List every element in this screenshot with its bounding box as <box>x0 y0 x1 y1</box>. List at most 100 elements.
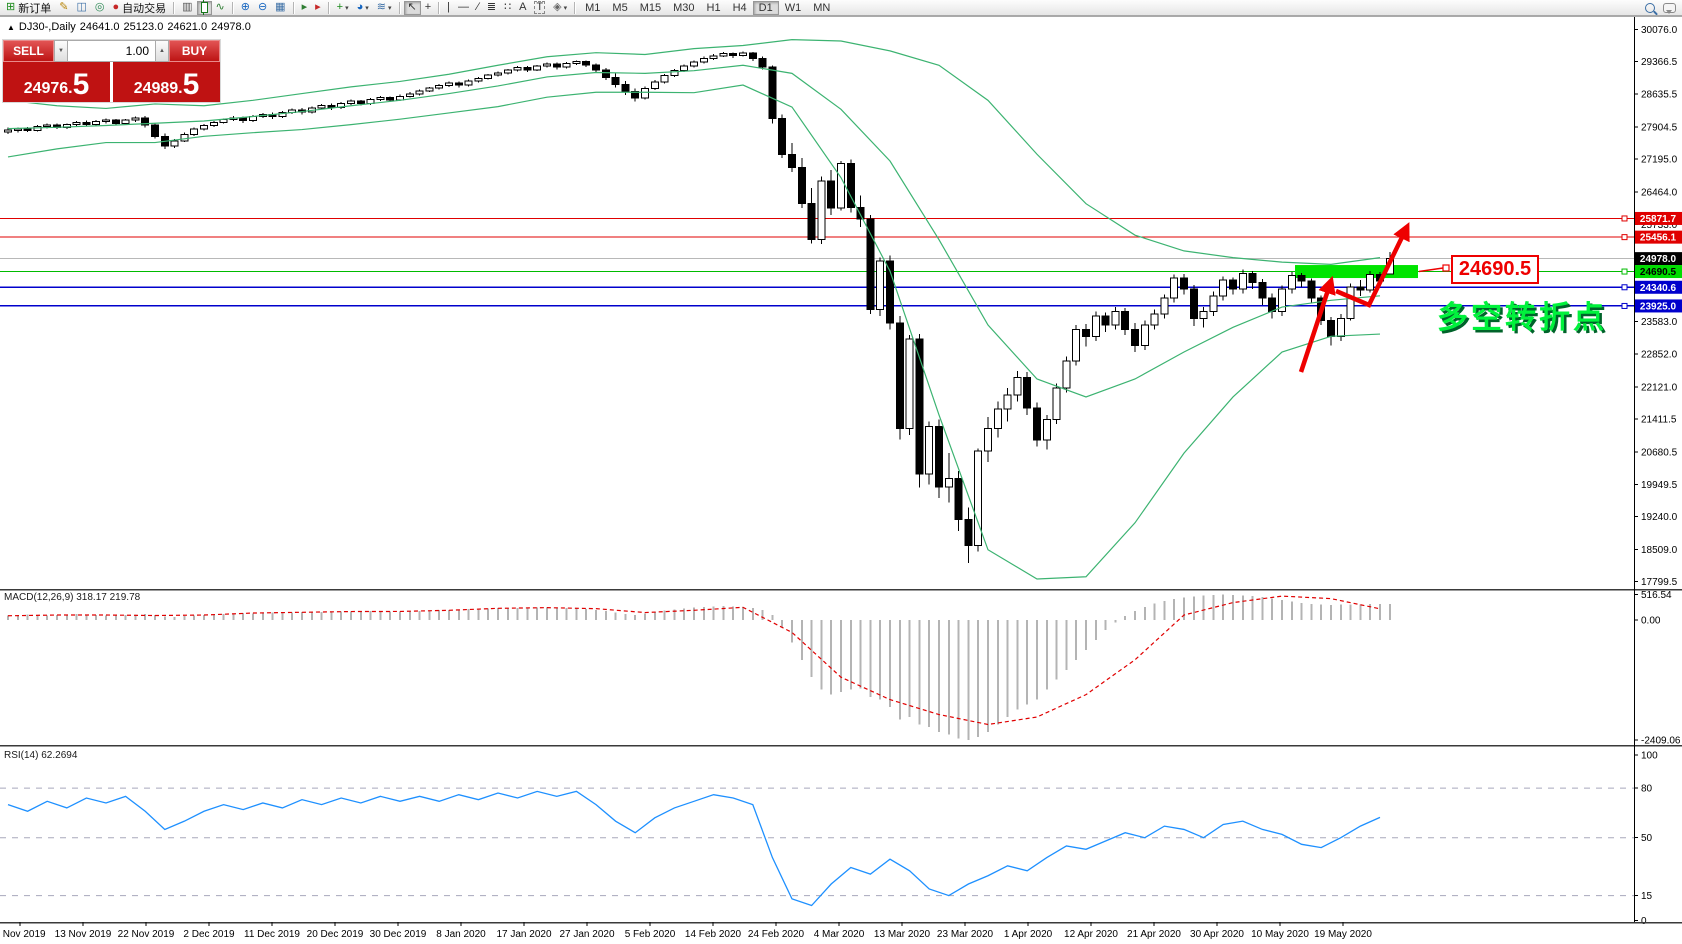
horizontal-line-button[interactable]: — <box>454 1 473 15</box>
date-label[interactable]: 19 May 2020 <box>1314 929 1372 940</box>
line-handle[interactable] <box>1621 268 1628 275</box>
zoom-in-button[interactable]: ⊕ <box>237 1 254 15</box>
date-label[interactable]: 20 Dec 2019 <box>307 929 364 940</box>
periods-button[interactable]: ◕ ▾ <box>353 1 373 15</box>
fibonacci-button[interactable]: ≣ <box>483 1 500 15</box>
date-label[interactable]: 24 Feb 2020 <box>748 929 805 940</box>
crosshair-button[interactable]: + <box>421 1 435 15</box>
candlestick-chart-button[interactable] <box>196 0 212 15</box>
highlight-zone[interactable] <box>1295 265 1418 279</box>
collapse-icon[interactable]: ▲ <box>7 23 15 32</box>
date-label[interactable]: 21 Apr 2020 <box>1127 929 1181 940</box>
candle-body <box>484 74 493 79</box>
fibonacci-fan-button[interactable]: ∷ <box>500 1 515 15</box>
highlighter-button[interactable]: ✎ <box>55 1 72 15</box>
timeframe-mn-button-label: MN <box>813 1 831 14</box>
price-tick-label: 18509.0 <box>1641 545 1678 556</box>
vertical-line-button[interactable]: | <box>443 1 454 15</box>
timeframe-m30-button[interactable]: M30 <box>667 1 700 15</box>
line-handle[interactable] <box>1621 234 1628 241</box>
chat-button[interactable] <box>1659 1 1680 15</box>
buy-price-main: 24989. <box>133 80 183 97</box>
ohlc-close: 24978.0 <box>211 21 251 33</box>
turning-point-annotation[interactable]: 多空转折点 <box>1437 300 1607 335</box>
shapes-button[interactable]: ◈ ▾ <box>549 1 571 15</box>
auto-scroll-button[interactable]: ▸ <box>298 1 312 15</box>
candle-body <box>748 52 757 60</box>
timeframe-m5-button[interactable]: M5 <box>606 1 633 15</box>
date-label[interactable]: 1 Apr 2020 <box>1004 929 1053 940</box>
date-label[interactable]: 23 Mar 2020 <box>937 929 994 940</box>
buy-price[interactable]: 24989. 5 <box>113 62 220 102</box>
date-label[interactable]: 8 Jan 2020 <box>436 929 486 940</box>
timeframe-h1-button[interactable]: H1 <box>701 1 727 15</box>
line-handle[interactable] <box>1621 284 1628 291</box>
candle-body <box>1307 280 1316 299</box>
cursor-button[interactable]: ↖ <box>403 0 421 15</box>
timeframe-mn-button[interactable]: MN <box>807 1 836 15</box>
autotrade-button[interactable]: ● 自动交易 <box>108 1 170 15</box>
indicators-button[interactable]: + ▾ <box>333 1 353 15</box>
date-label[interactable]: 2 Dec 2019 <box>183 929 235 940</box>
new-order-button[interactable]: ⊞ 新订单 <box>2 1 55 15</box>
date-label[interactable]: 17 Jan 2020 <box>496 929 551 940</box>
text-icon: A <box>519 1 527 13</box>
buy-button[interactable]: BUY <box>169 40 220 62</box>
tile-windows-button[interactable]: ▦ <box>271 1 289 15</box>
timeframe-w1-button[interactable]: W1 <box>779 1 808 15</box>
bollinger-lower <box>7 84 1381 580</box>
spinner-down-icon: ▼ <box>58 48 64 54</box>
date-label[interactable]: 30 Apr 2020 <box>1190 929 1244 940</box>
date-label[interactable]: 12 Apr 2020 <box>1064 929 1118 940</box>
timeframe-m15-button[interactable]: M15 <box>634 1 667 15</box>
price-tick-label: 20680.5 <box>1641 447 1678 458</box>
trend-arrow-up-2[interactable] <box>1335 222 1410 308</box>
line-handle[interactable] <box>1621 215 1628 222</box>
date-label[interactable]: 5 Nov 2019 <box>0 929 46 940</box>
line-chart-button[interactable]: ∿ <box>212 1 229 15</box>
timeframe-m1-button[interactable]: M1 <box>579 1 606 15</box>
timeframe-h4-button[interactable]: H4 <box>727 1 753 15</box>
sell-price[interactable]: 24976. 5 <box>3 62 110 102</box>
date-label[interactable]: 13 Nov 2019 <box>55 929 112 940</box>
chart-window-button[interactable]: ◫ <box>72 1 90 15</box>
candle-body <box>102 119 110 122</box>
date-label[interactable]: 5 Feb 2020 <box>625 929 676 940</box>
volume-input[interactable]: 1.00 <box>68 40 155 62</box>
date-label[interactable]: 30 Dec 2019 <box>370 929 427 940</box>
line-handle[interactable] <box>1621 302 1628 309</box>
toolbar-separator <box>173 1 176 14</box>
date-label[interactable]: 27 Jan 2020 <box>559 929 614 940</box>
date-label[interactable]: 22 Nov 2019 <box>118 929 175 940</box>
date-label[interactable]: 10 May 2020 <box>1251 929 1309 940</box>
sell-button[interactable]: SELL <box>3 40 54 62</box>
search-button[interactable] <box>1641 1 1659 15</box>
volume-down-button[interactable]: ▼ <box>54 40 68 62</box>
date-label[interactable]: 14 Feb 2020 <box>685 929 742 940</box>
price-callout-label[interactable]: 24690.5 <box>1451 255 1539 284</box>
indicators-plus-icon: + <box>336 1 344 13</box>
zoom-out-button[interactable]: ⊖ <box>254 1 271 15</box>
candle-body <box>1101 315 1110 326</box>
volume-up-button[interactable]: ▲ <box>155 40 169 62</box>
bar-chart-button[interactable]: ▥ <box>178 1 196 15</box>
template-icon: ≋ <box>376 1 386 13</box>
chart-shift-button[interactable]: ▸ <box>311 1 325 15</box>
trendline-button[interactable]: ∕ <box>473 1 483 15</box>
horizontal-line-icon: — <box>458 1 470 13</box>
date-label[interactable]: 4 Mar 2020 <box>814 929 865 940</box>
text-label-button[interactable]: T <box>530 1 549 15</box>
signal-button[interactable]: ◎ <box>91 1 109 15</box>
price-tick-label: 22121.0 <box>1641 383 1678 394</box>
timeframe-d1-button[interactable]: D1 <box>752 0 779 15</box>
price-tag <box>1635 265 1682 279</box>
templates-button[interactable]: ≋ ▾ <box>373 1 396 15</box>
text-button[interactable]: A <box>515 1 530 15</box>
candle-body <box>131 117 140 121</box>
callout-anchor[interactable] <box>1442 264 1450 272</box>
date-label[interactable]: 13 Mar 2020 <box>874 929 931 940</box>
date-label[interactable]: 11 Dec 2019 <box>244 929 300 940</box>
candle-body <box>1297 275 1306 282</box>
trend-arrow-up-1[interactable] <box>1298 275 1336 373</box>
